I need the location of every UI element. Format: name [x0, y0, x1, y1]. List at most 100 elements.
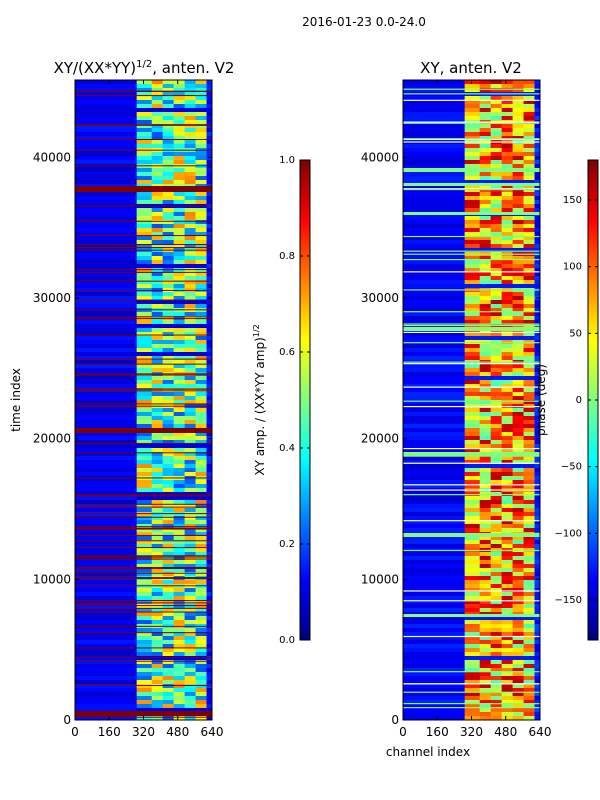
heatmap-cell: [523, 376, 536, 381]
heatmap-cell: [534, 244, 540, 249]
phase-stripe-line: [403, 235, 540, 238]
heatmap-cell: [501, 444, 514, 449]
heatmap-cell: [523, 716, 536, 720]
heatmap-cell: [195, 480, 208, 485]
heatmap-cell: [151, 144, 164, 149]
heatmap-cell: [173, 400, 186, 405]
heatmap-cell: [162, 680, 175, 685]
heatmap-cell: [490, 584, 503, 589]
heatmap-cell: [512, 220, 525, 225]
heatmap-cell: [206, 396, 212, 401]
colorbar-tick-label: 0.8: [279, 251, 295, 262]
heatmap-cell: [403, 392, 466, 397]
heatmap-cell: [403, 688, 466, 693]
heatmap-cell: [195, 644, 208, 649]
heatmap-cell: [490, 456, 503, 461]
heatmap-cell: [512, 668, 525, 673]
heatmap-cell: [151, 80, 164, 85]
heatmap-cell: [479, 476, 492, 481]
heatmap-cell: [173, 716, 186, 720]
heatmap-cell: [403, 380, 466, 385]
heatmap-cell: [75, 340, 138, 345]
heatmap-cell: [403, 176, 466, 181]
heatmap-cell: [184, 716, 197, 720]
heatmap-cell: [75, 300, 138, 305]
heatmap-cell: [490, 100, 503, 105]
heatmap-cell: [403, 128, 466, 133]
heatmap-cell: [75, 460, 138, 465]
heatmap-cell: [523, 664, 536, 669]
heatmap-cell: [173, 668, 186, 673]
heatmap-cell: [403, 236, 466, 241]
heatmap-cell: [195, 144, 208, 149]
heatmap-cell: [534, 280, 540, 285]
heatmap-cell: [75, 324, 138, 329]
heatmap-cell: [173, 652, 186, 657]
heatmap-cell: [464, 508, 481, 513]
heatmap-cell: [195, 228, 208, 233]
heatmap-cell: [464, 684, 481, 689]
heatmap-cell: [512, 696, 525, 701]
heatmap-cell: [136, 520, 153, 525]
heatmap-cell: [162, 692, 175, 697]
heatmap-cell: [490, 608, 503, 613]
heatmap-cell: [479, 516, 492, 521]
heatmap-cell: [184, 192, 197, 197]
heatmap-cell: [75, 652, 138, 657]
heatmap-cell: [490, 88, 503, 93]
heatmap-cell: [206, 688, 212, 693]
heatmap-cell: [403, 312, 466, 317]
heatmap-cell: [464, 384, 481, 389]
heatmap-cell: [501, 600, 514, 605]
heatmap-cell: [151, 632, 164, 637]
heatmap-cell: [195, 320, 208, 325]
heatmap-cell: [162, 420, 175, 425]
heatmap-cell: [479, 696, 492, 701]
heatmap-cell: [479, 280, 492, 285]
heatmap-cell: [464, 664, 481, 669]
heatmap-cell: [75, 508, 138, 513]
phase-stripe-line: [403, 331, 540, 334]
heatmap-cell: [490, 180, 503, 185]
heatmap-cell: [184, 600, 197, 605]
heatmap-cell: [523, 332, 536, 337]
heatmap-cell: [206, 424, 212, 429]
heatmap-cell: [151, 680, 164, 685]
heatmap-cell: [151, 260, 164, 265]
heatmap-cell: [184, 368, 197, 373]
heatmap-cell: [523, 312, 536, 317]
heatmap-cell: [534, 616, 540, 621]
heatmap-cell: [151, 488, 164, 493]
heatmap-cell: [523, 352, 536, 357]
heatmap-cell: [136, 128, 153, 133]
heatmap-cell: [151, 520, 164, 525]
heatmap-cell: [534, 480, 540, 485]
heatmap-cell: [534, 560, 540, 565]
heatmap-cell: [136, 672, 153, 677]
heatmap-cell: [136, 512, 153, 517]
heatmap-cell: [512, 560, 525, 565]
heatmap-cell: [136, 588, 153, 593]
heatmap-cell: [464, 280, 481, 285]
heatmap-cell: [403, 356, 466, 361]
flagged-row-line: [75, 90, 212, 92]
heatmap-cell: [184, 144, 197, 149]
heatmap-cell: [490, 124, 503, 129]
heatmap-cell: [523, 408, 536, 413]
heatmap-cell: [501, 396, 514, 401]
heatmap-cell: [173, 108, 186, 113]
heatmap-cell: [195, 492, 208, 497]
heatmap-cell: [184, 92, 197, 97]
heatmap-cell: [136, 500, 153, 505]
heatmap-cell: [162, 236, 175, 241]
heatmap-cell: [162, 224, 175, 229]
heatmap-cell: [184, 556, 197, 561]
heatmap-cell: [512, 208, 525, 213]
heatmap-cell: [464, 620, 481, 625]
heatmap-cell: [195, 156, 208, 161]
heatmap-cell: [195, 632, 208, 637]
heatmap-cell: [195, 108, 208, 113]
phase-stripe-line: [403, 489, 540, 491]
heatmap-cell: [403, 88, 466, 93]
heatmap-cell: [479, 244, 492, 249]
